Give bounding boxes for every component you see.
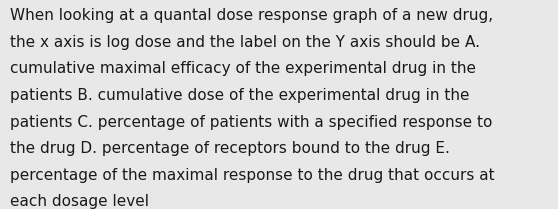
Text: each dosage level: each dosage level <box>10 194 149 209</box>
Text: the x axis is log dose and the label on the Y axis should be A.: the x axis is log dose and the label on … <box>10 35 480 50</box>
Text: patients C. percentage of patients with a specified response to: patients C. percentage of patients with … <box>10 115 492 130</box>
Text: cumulative maximal efficacy of the experimental drug in the: cumulative maximal efficacy of the exper… <box>10 61 476 76</box>
Text: patients B. cumulative dose of the experimental drug in the: patients B. cumulative dose of the exper… <box>10 88 469 103</box>
Text: the drug D. percentage of receptors bound to the drug E.: the drug D. percentage of receptors boun… <box>10 141 450 156</box>
Text: When looking at a quantal dose response graph of a new drug,: When looking at a quantal dose response … <box>10 8 493 23</box>
Text: percentage of the maximal response to the drug that occurs at: percentage of the maximal response to th… <box>10 168 495 183</box>
